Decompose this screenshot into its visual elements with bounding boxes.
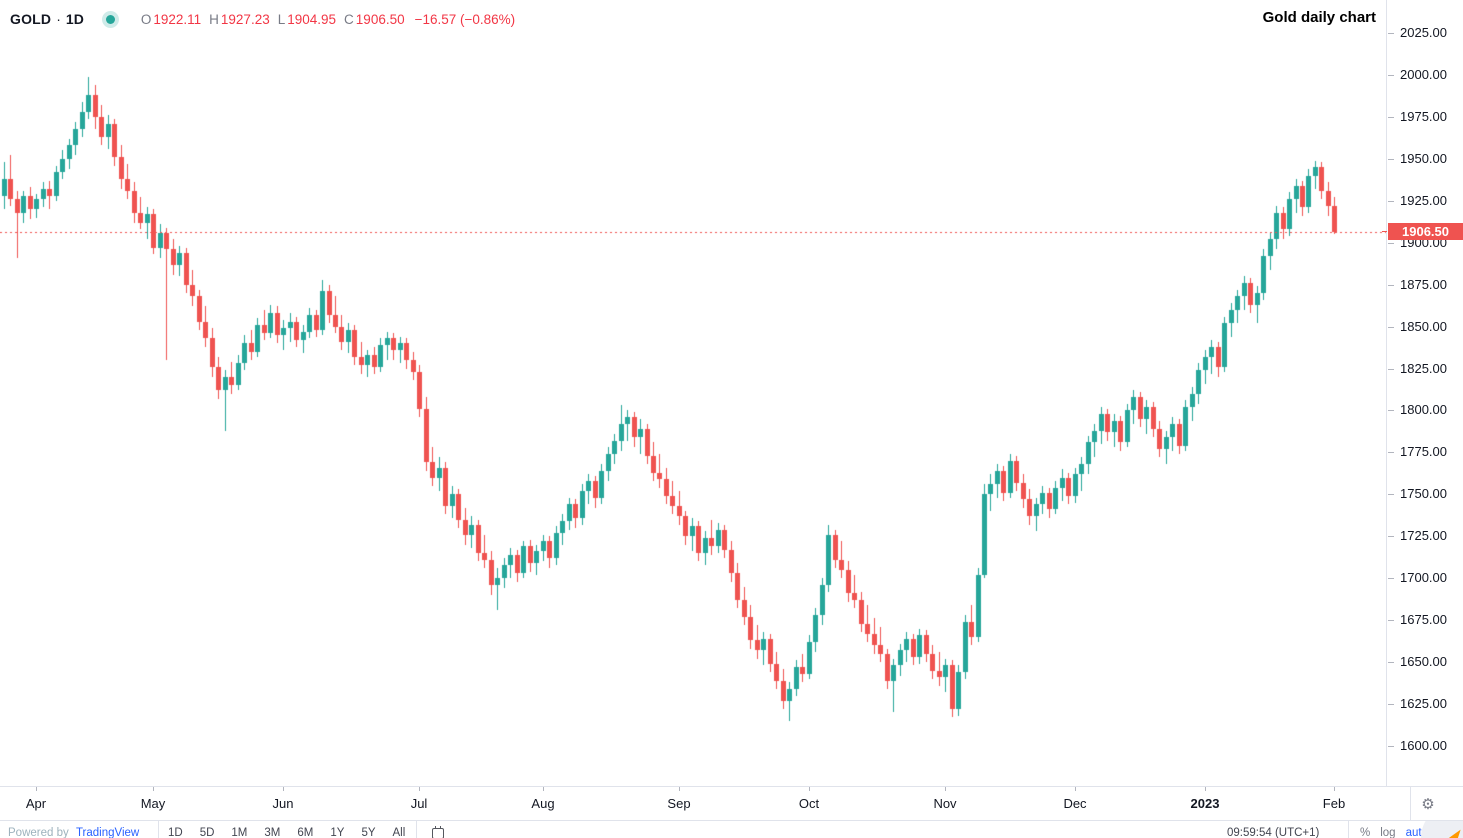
price-axis-label: 1925.00 — [1388, 192, 1447, 208]
time-axis-label: Jun — [272, 796, 294, 811]
range-button-5d[interactable]: 5D — [199, 827, 215, 838]
time-axis-label: May — [140, 796, 166, 811]
symbol-name[interactable]: GOLD — [10, 11, 52, 27]
range-button-1y[interactable]: 1Y — [330, 827, 345, 838]
time-axis-tick — [945, 787, 946, 791]
price-axis-label: 1800.00 — [1388, 402, 1447, 418]
range-button-5y[interactable]: 5Y — [361, 827, 376, 838]
market-status-dot-icon — [105, 14, 115, 24]
change-value: −16.57 (−0.86%) — [414, 11, 516, 27]
settings-gear-icon[interactable]: ⚙ — [1421, 795, 1435, 813]
candlestick-canvas[interactable] — [0, 0, 1386, 786]
interval-label[interactable]: 1D — [65, 11, 84, 27]
price-axis-label: 1750.00 — [1388, 486, 1447, 502]
price-axis[interactable]: 2025.00 2000.00 1975.00 1950.00 1925.00 1900.… — [1382, 0, 1463, 786]
toolbar-divider — [158, 821, 159, 838]
scale-option-buttons: % log auto — [1360, 827, 1428, 838]
price-axis-label: 1775.00 — [1388, 444, 1447, 460]
time-axis-tick — [809, 787, 810, 791]
time-axis-label: Feb — [1322, 796, 1346, 811]
scale-option-percent[interactable]: % — [1360, 827, 1371, 838]
powered-by-link[interactable]: Powered by TradingView — [8, 827, 139, 838]
time-axis-label: Dec — [1063, 796, 1087, 811]
range-button-6m[interactable]: 6M — [297, 827, 314, 838]
tradingview-brand-link[interactable]: TradingView — [75, 827, 140, 838]
powered-by-prefix: Powered by — [8, 827, 69, 838]
ohlc-value: 1922.11 — [153, 11, 202, 27]
bottom-toolbar: Powered by TradingView 1D 5D 1M 3M 6M 1Y 5Y All… — [0, 820, 1463, 838]
scale-option-auto[interactable]: auto — [1405, 827, 1428, 838]
time-axis-tick — [419, 787, 420, 791]
time-axis-label: 2023 — [1190, 796, 1220, 811]
chart-title: Gold daily chart — [1262, 9, 1376, 26]
time-axis-tick — [36, 787, 37, 791]
ohlc-letter: C — [344, 11, 354, 27]
price-axis-label: 1650.00 — [1388, 654, 1447, 670]
time-axis-tick — [1075, 787, 1076, 791]
chart-plot-area[interactable]: GOLD · 1D O 1922.11 H 1927.23 L 1904.95 C 1906.… — [0, 0, 1386, 786]
last-price-badge: 1906.50 — [1382, 223, 1463, 241]
time-axis-tick — [1334, 787, 1335, 791]
price-axis-label: 1950.00 — [1388, 150, 1447, 166]
range-button-1d[interactable]: 1D — [168, 827, 183, 838]
time-axis-label: Apr — [25, 796, 47, 811]
ohlc-value: 1904.95 — [287, 11, 337, 27]
symbol-interval-separator: · — [56, 11, 61, 27]
symbol-legend: GOLD · 1D O 1922.11 H 1927.23 L 1904.95 C 1906.… — [10, 8, 515, 30]
clock-timezone-label[interactable]: 09:59:54 (UTC+1) — [1227, 827, 1320, 838]
time-axis-tick — [543, 787, 544, 791]
time-axis-tick — [153, 787, 154, 791]
ohlc-values: O 1922.11 H 1927.23 L 1904.95 C 1906.50 −16.57 (… — [141, 12, 515, 27]
range-button-3m[interactable]: 3M — [264, 827, 281, 838]
range-button-all[interactable]: All — [392, 827, 406, 838]
price-axis-label: 1875.00 — [1388, 276, 1447, 292]
price-axis-label: 1975.00 — [1388, 108, 1447, 124]
price-axis-label: 1675.00 — [1388, 612, 1447, 628]
ohlc-letter: L — [277, 11, 286, 27]
range-button-1m[interactable]: 1M — [231, 827, 248, 838]
price-axis-label: 1600.00 — [1388, 738, 1447, 753]
ohlc-letter: O — [140, 11, 152, 27]
time-axis-label: Jul — [410, 796, 428, 811]
toolbar-divider — [416, 821, 417, 838]
price-axis-label: 1725.00 — [1388, 528, 1447, 544]
calendar-icon[interactable] — [432, 826, 444, 838]
ohlc-letter: H — [209, 11, 219, 27]
price-axis-label: 1625.00 — [1388, 696, 1447, 712]
time-axis-tick — [679, 787, 680, 791]
corner-watermark — [1421, 821, 1463, 838]
time-axis-label: Aug — [531, 796, 555, 811]
time-axis-tick — [1205, 787, 1206, 791]
ohlc-value: 1906.50 — [355, 11, 405, 27]
time-axis[interactable]: Apr May Jun Jul Aug Sep Oct Nov Dec 2023 Feb ⚙ — [0, 786, 1463, 820]
price-axis-label: 2025.00 — [1388, 25, 1447, 40]
time-axis-label: Nov — [933, 796, 957, 811]
scale-option-log[interactable]: log — [1380, 827, 1396, 838]
ohlc-value: 1927.23 — [220, 11, 270, 27]
price-axis-label: 2000.00 — [1388, 66, 1447, 82]
time-axis-label: Sep — [667, 796, 691, 811]
time-axis-label: Oct — [798, 796, 820, 811]
price-axis-label: 1850.00 — [1388, 318, 1447, 334]
time-axis-tick — [283, 787, 284, 791]
price-axis-label: 1825.00 — [1388, 360, 1447, 376]
price-axis-label: 1700.00 — [1388, 570, 1447, 586]
toolbar-divider — [1348, 821, 1349, 838]
date-range-buttons: 1D 5D 1M 3M 6M 1Y 5Y All — [168, 827, 405, 838]
axis-corner-divider — [1410, 787, 1411, 820]
